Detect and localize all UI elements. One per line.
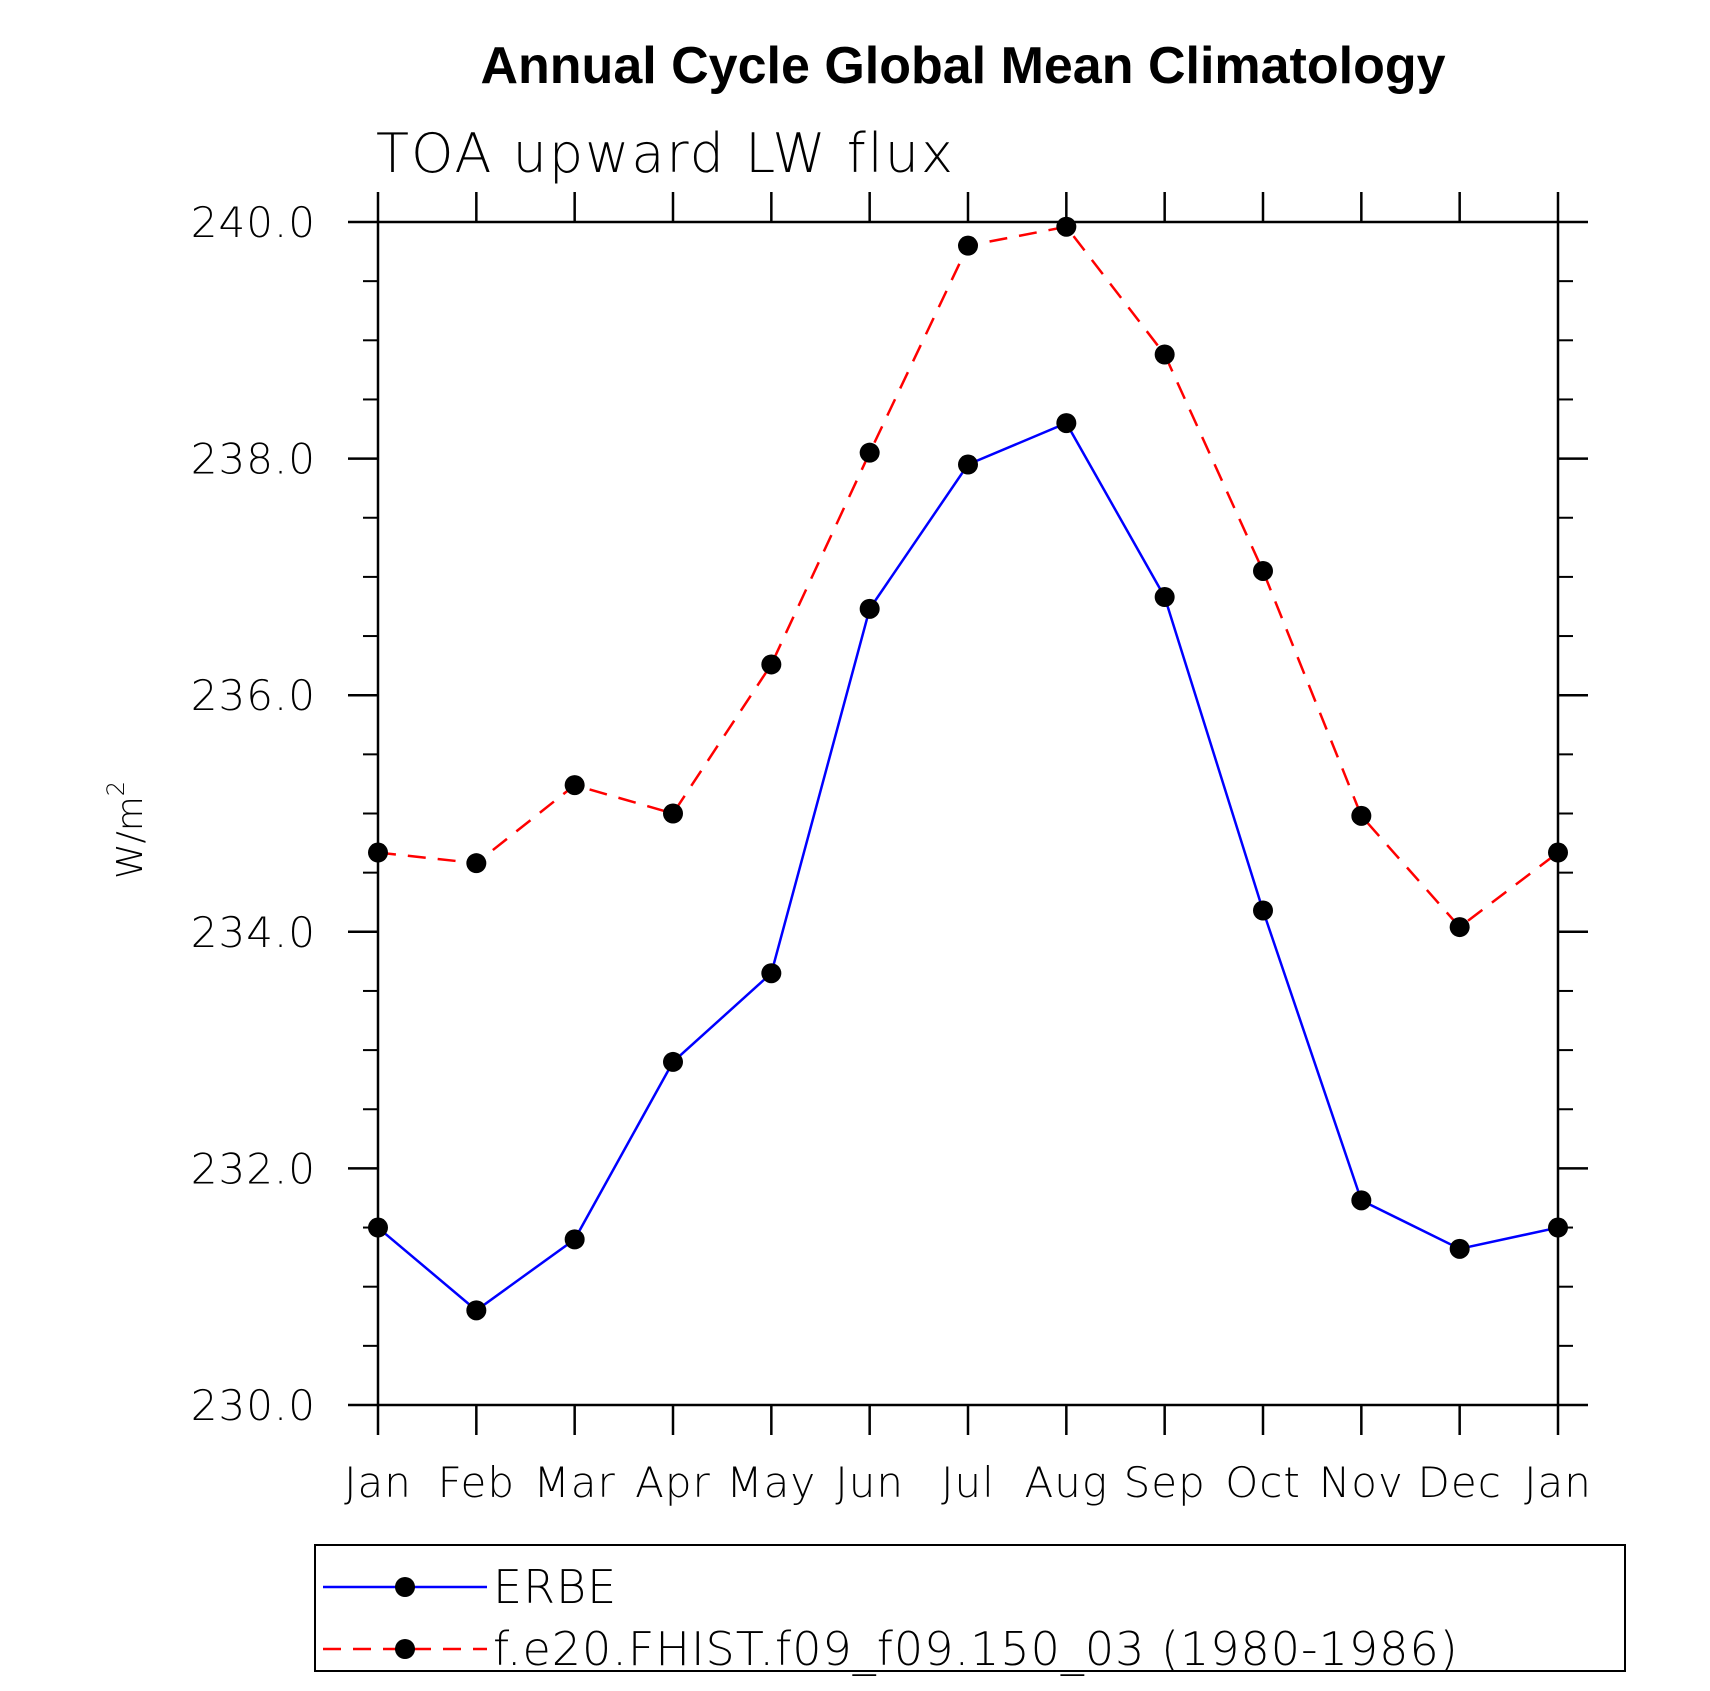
x-tick-label: Jan	[1524, 1458, 1592, 1507]
chart-subtitle: TOA upward LW flux	[376, 122, 955, 185]
data-point	[368, 1217, 388, 1238]
x-tick-label: Feb	[438, 1458, 515, 1507]
data-point	[958, 235, 978, 256]
data-point	[466, 853, 487, 874]
data-point	[1449, 1238, 1470, 1259]
data-point	[859, 598, 880, 619]
data-point	[1154, 344, 1175, 365]
x-tick-label: Apr	[635, 1458, 711, 1507]
data-point	[761, 654, 782, 675]
data-point	[663, 803, 683, 824]
y-tick-label: 238.0	[191, 435, 316, 484]
series-line	[377, 225, 1559, 929]
y-tick-label: 232.0	[191, 1144, 316, 1193]
x-tick-label: Sep	[1124, 1458, 1206, 1507]
y-tick-label: 236.0	[191, 671, 316, 720]
series-erbe	[368, 413, 1568, 1321]
series-layer	[368, 216, 1568, 1321]
x-tick-label: Jan	[344, 1458, 412, 1507]
data-point	[1056, 413, 1077, 434]
data-point	[663, 1051, 683, 1072]
data-point	[1056, 216, 1077, 237]
data-point	[1154, 587, 1175, 608]
data-point	[1253, 900, 1273, 921]
data-point	[958, 454, 978, 475]
data-point	[564, 1229, 585, 1250]
y-tick-label: 230.0	[191, 1381, 316, 1430]
x-tick-label: Nov	[1319, 1458, 1404, 1507]
data-point	[1351, 805, 1372, 826]
data-point	[1548, 1217, 1568, 1238]
legend-label: f.e20.FHIST.f09_f09.150_03 (1980-1986)	[493, 1622, 1459, 1676]
legend-marker	[395, 1577, 415, 1597]
legend-label: ERBE	[493, 1560, 617, 1614]
legend-marker	[395, 1639, 415, 1659]
x-tick-label: Dec	[1418, 1458, 1502, 1507]
data-point	[859, 442, 880, 463]
x-tick-label: Jul	[941, 1458, 995, 1507]
y-tick-label: 234.0	[191, 908, 316, 957]
y-axis-label: W/m2	[102, 781, 151, 879]
x-tick-label: Jun	[835, 1458, 904, 1507]
y-tick-label: 240.0	[191, 198, 316, 247]
x-tick-label: Mar	[534, 1458, 616, 1507]
data-point	[761, 963, 782, 984]
axes: Jan Feb Mar Apr May Jun Jul Aug Sep Oct Nov Dec Jan 2…	[191, 192, 1592, 1507]
legend-box	[314, 1544, 1626, 1672]
data-point	[1351, 1190, 1372, 1211]
series-line	[377, 421, 1559, 1312]
data-point	[1548, 842, 1568, 863]
data-point	[564, 775, 585, 796]
data-point	[1449, 917, 1470, 938]
chart-title: Annual Cycle Global Mean Climatology	[480, 37, 1445, 95]
x-tick-label: May	[726, 1458, 816, 1507]
x-tick-label: Aug	[1025, 1458, 1109, 1507]
x-tick-label: Oct	[1225, 1458, 1301, 1507]
series-model	[368, 216, 1568, 938]
legend: ERBE f.e20.FHIST.f09_f09.150_03 (1980-198…	[314, 1544, 1626, 1676]
data-point	[368, 842, 388, 863]
plot-frame	[376, 220, 1560, 1407]
y-axis-label-superscript: 2	[102, 781, 130, 796]
y-axis-label-main: W/m	[110, 796, 151, 879]
data-point	[1253, 560, 1273, 581]
y-axis-label-text: W/m2	[102, 781, 151, 879]
data-point	[466, 1300, 487, 1321]
